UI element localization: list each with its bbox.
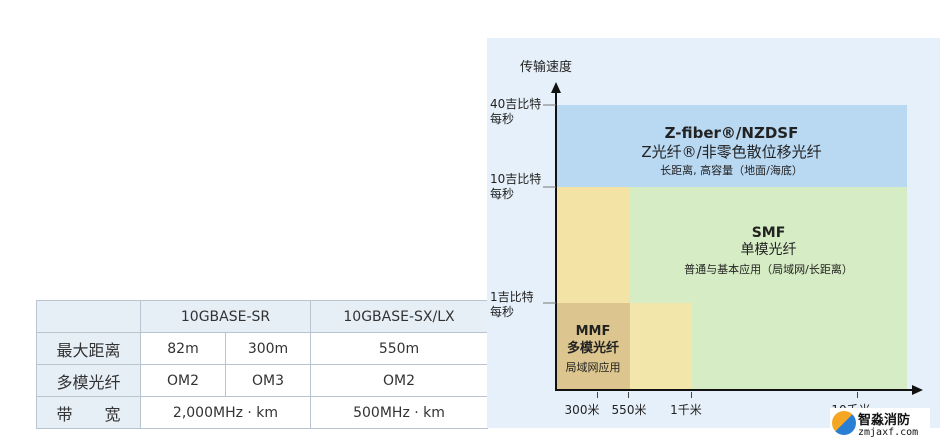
region-nzdsf	[556, 105, 907, 187]
row-label: 带 宽	[36, 396, 141, 429]
table-row: 最大距离 82m 300m 550m	[36, 332, 488, 365]
table-corner	[36, 300, 141, 333]
nzdsf-desc: 长距离, 高容量（地面/海底）	[660, 164, 803, 177]
smf-subtitle: 单模光纤	[740, 242, 797, 258]
nzdsf-title: Z-fiber®/NZDSF	[664, 124, 799, 142]
region-mmf	[556, 303, 630, 390]
smf-title: SMF	[751, 225, 786, 241]
table-cell: OM3	[225, 364, 311, 397]
nzdsf-subtitle: Z光纤®/非零色散位移光纤	[641, 143, 822, 161]
y-tick-label-10g: 10吉比特每秒	[490, 172, 542, 201]
mmf-title: MMF	[575, 324, 611, 339]
x-tick-label-1km: 1千米	[670, 403, 702, 417]
watermark-site: zmjaxf.com	[858, 427, 919, 438]
watermark: 智淼消防 zmjaxf.com	[830, 408, 930, 442]
x-tick-label-300m: 300米	[564, 403, 600, 417]
table-row: 多模光纤 OM2 OM3 OM2	[36, 364, 488, 397]
row-label: 最大距离	[36, 332, 141, 365]
x-tick	[597, 392, 598, 398]
x-tick-label-550m: 550米	[611, 403, 647, 417]
table-cell: OM2	[310, 364, 488, 397]
x-tick	[691, 392, 692, 398]
table-row: 带 宽 2,000MHz · km 500MHz · km	[36, 396, 488, 429]
region-mmf-extended	[630, 303, 692, 390]
table-cell: 300m	[225, 332, 311, 365]
fiber-spec-table: 10GBASE-SR 10GBASE-SX/LX 最大距离 82m 300m 5…	[36, 300, 488, 429]
table-cell: 2,000MHz · km	[140, 396, 311, 429]
header-10gbase-sr: 10GBASE-SR	[140, 300, 311, 333]
x-tick	[857, 392, 858, 398]
axes	[543, 82, 923, 395]
mmf-subtitle: 多模光纤	[566, 341, 619, 356]
x-axis-arrow-icon	[912, 385, 923, 395]
table-cell: 550m	[310, 332, 488, 365]
y-tick-label-1g: 1吉比特每秒	[490, 290, 534, 319]
table-cell: 500MHz · km	[310, 396, 488, 429]
y-axis-arrow-icon	[551, 82, 561, 93]
watermark-name: 智淼消防	[858, 413, 911, 428]
header-10gbase-sxlx: 10GBASE-SX/LX	[310, 300, 488, 333]
watermark-logo-icon	[832, 411, 856, 435]
mmf-desc: 局域网应用	[565, 361, 621, 374]
smf-desc: 普通与基本应用（局域网/长距离）	[684, 263, 853, 276]
y-axis-label: 传输速度	[520, 60, 573, 75]
x-tick	[628, 392, 629, 398]
row-label: 多模光纤	[36, 364, 141, 397]
table-cell: 82m	[140, 332, 226, 365]
y-tick-label-40g: 40吉比特每秒	[490, 97, 542, 126]
table-cell: OM2	[140, 364, 226, 397]
region-yellow	[556, 187, 630, 303]
